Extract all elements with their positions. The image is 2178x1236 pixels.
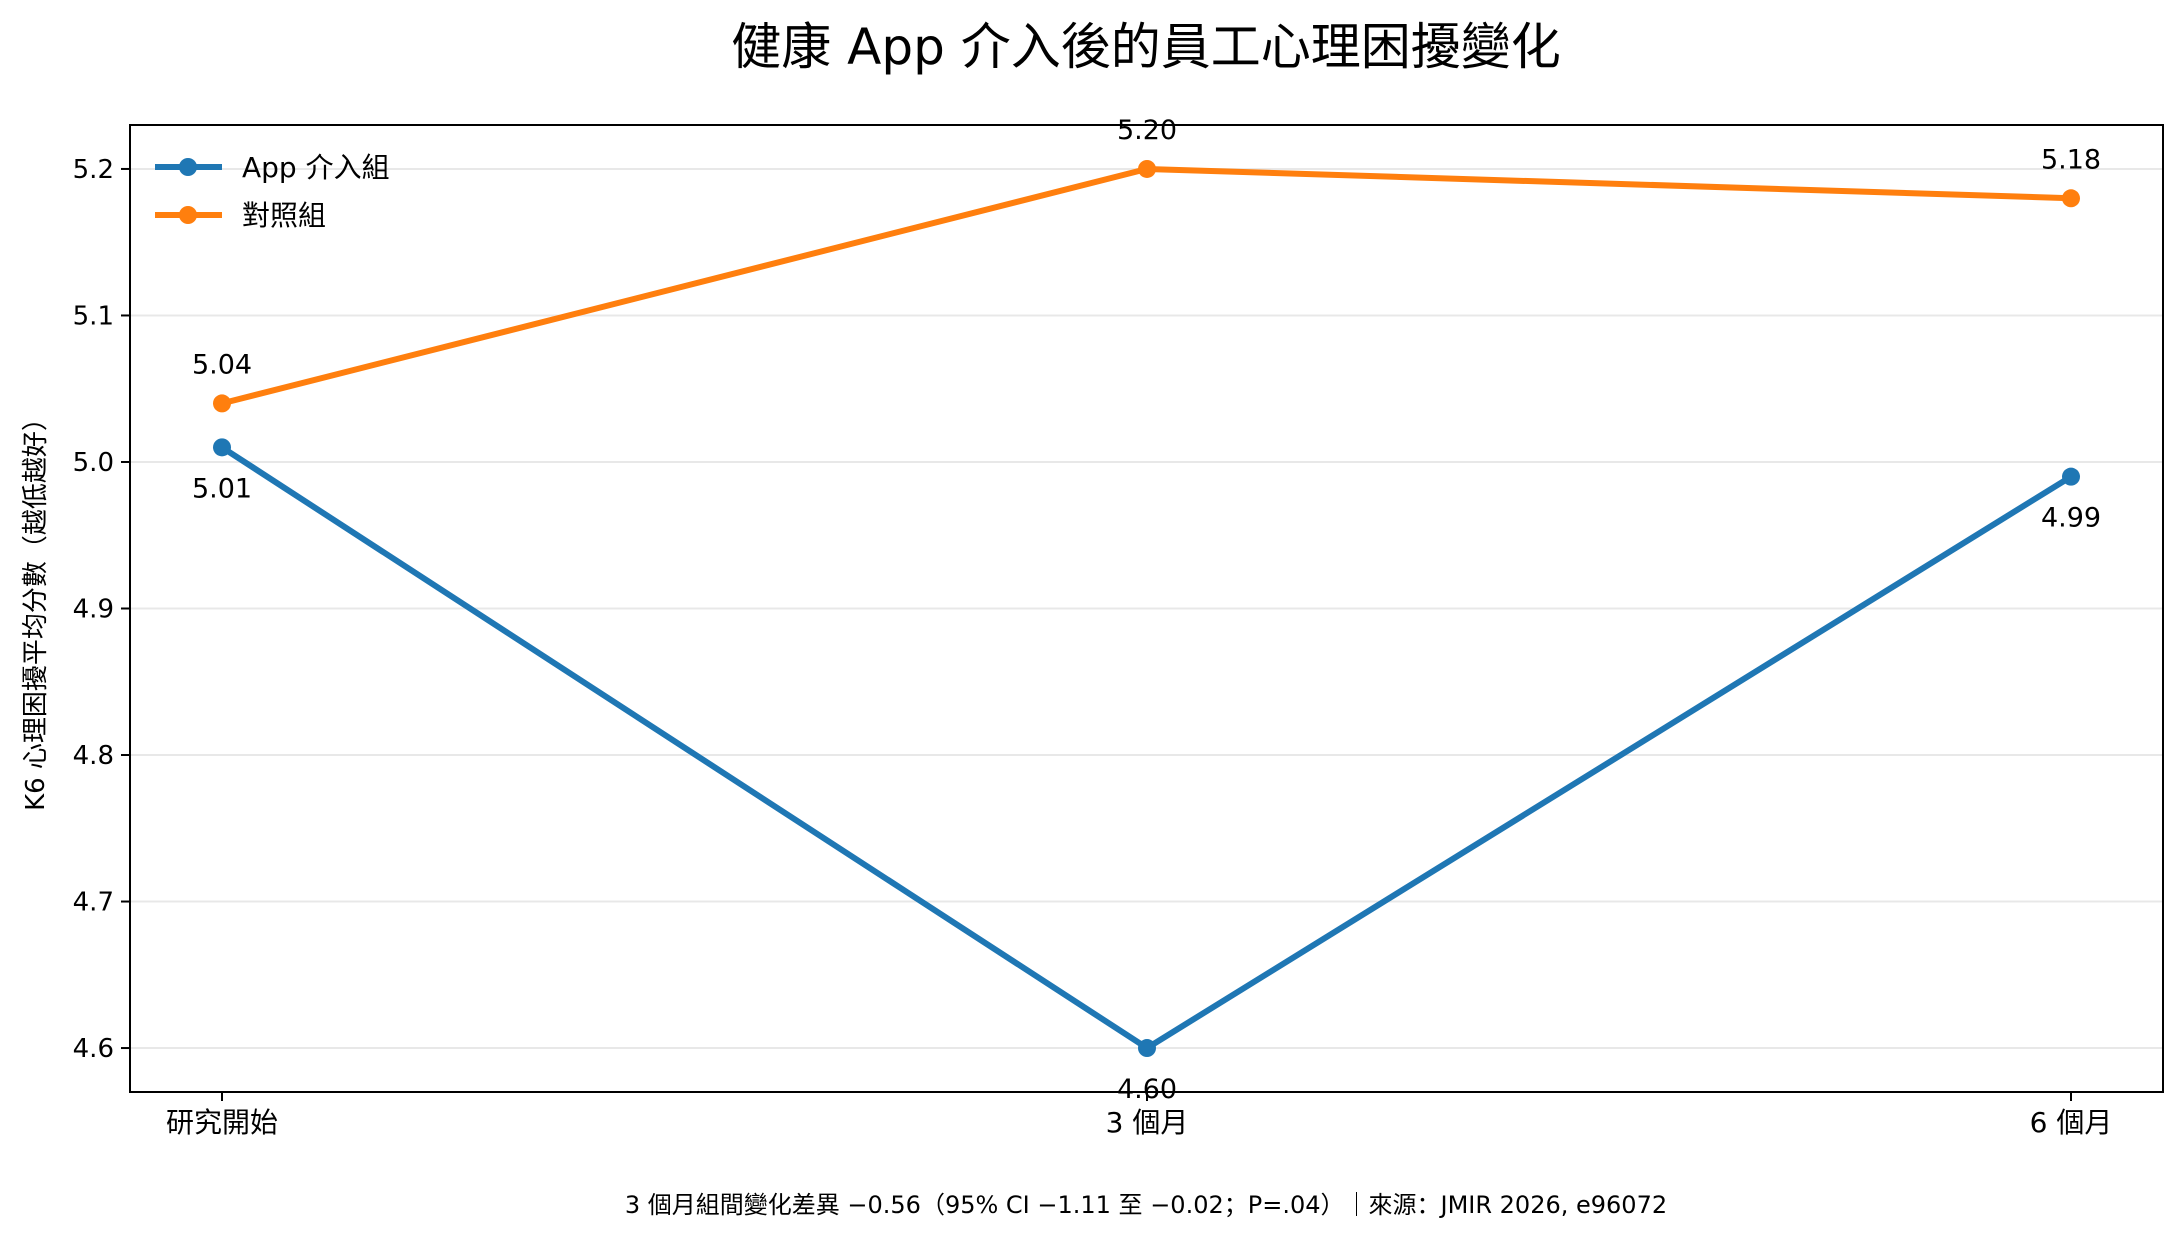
series-layer: 5.01 4.60 4.99 5.04 5.20 5.18	[192, 115, 2101, 1105]
y-tick-label: 5.0	[73, 448, 114, 478]
y-tick-label: 4.8	[73, 741, 114, 771]
series-line-1	[220, 444, 2073, 1052]
chart-footnote: 3 個月組間變化差異 −0.56（95% CI −1.11 至 −0.02；P=…	[625, 1191, 1667, 1219]
y-tick-label: 4.7	[73, 888, 114, 918]
data-point	[213, 394, 231, 413]
y-tick-label: 5.2	[73, 155, 114, 185]
data-label: 5.20	[1117, 115, 1177, 146]
y-tick-label: 4.6	[73, 1034, 114, 1064]
data-label: 5.18	[2041, 144, 2101, 175]
data-label: 4.99	[2041, 503, 2101, 534]
legend-marker	[179, 206, 197, 224]
data-label: 5.04	[192, 349, 252, 380]
y-axis: 4.6 4.7 4.8 4.9 5.0 5.1 5.2	[73, 155, 130, 1064]
data-point	[2062, 467, 2080, 486]
y-tick-label: 4.9	[73, 595, 114, 625]
data-point	[213, 438, 231, 457]
y-axis-label: K6 心理困擾平均分數（越低越好）	[21, 405, 51, 811]
data-label: 5.01	[192, 473, 252, 504]
data-point	[1138, 1039, 1156, 1058]
x-tick-label: 研究開始	[166, 1106, 278, 1139]
legend-label: App 介入組	[242, 151, 390, 184]
legend-label: 對照組	[242, 199, 326, 232]
x-tick-label: 6 個月	[2030, 1106, 2113, 1139]
legend-marker	[179, 158, 197, 176]
series-line-2	[221, 165, 2072, 407]
data-point	[1138, 159, 1156, 178]
chart-title: 健康 App 介入後的員工心理困擾變化	[731, 18, 1560, 76]
data-label: 4.60	[1117, 1074, 1177, 1105]
x-tick-label: 3 個月	[1106, 1106, 1189, 1139]
y-tick-label: 5.1	[73, 301, 114, 331]
x-axis: 研究開始 3 個月 6 個月	[166, 1092, 2112, 1139]
data-point	[2062, 189, 2080, 208]
